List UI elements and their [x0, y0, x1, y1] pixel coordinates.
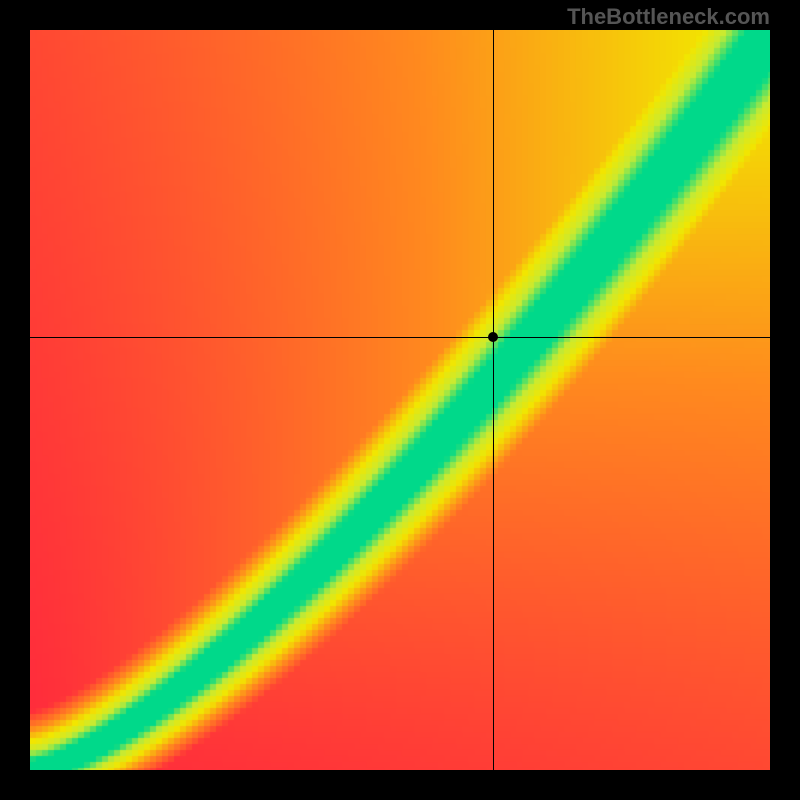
crosshair-vertical — [493, 30, 494, 770]
heatmap-canvas — [30, 30, 770, 770]
selected-point-marker — [488, 332, 498, 342]
chart-container: TheBottleneck.com — [0, 0, 800, 800]
watermark-label: TheBottleneck.com — [567, 4, 770, 30]
heatmap-plot — [30, 30, 770, 770]
crosshair-horizontal — [30, 337, 770, 338]
